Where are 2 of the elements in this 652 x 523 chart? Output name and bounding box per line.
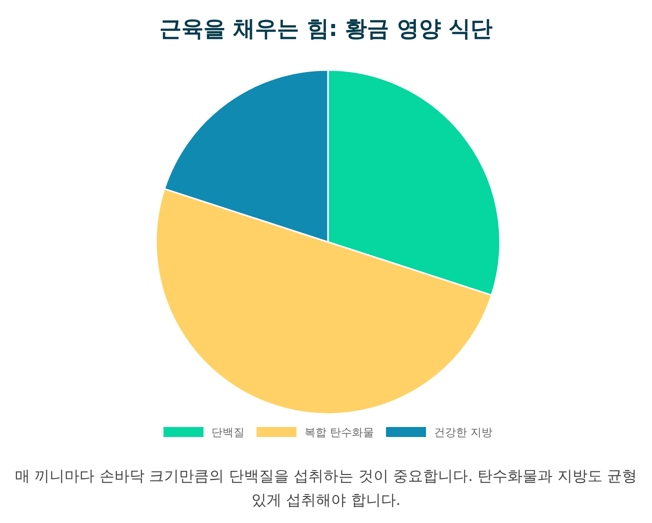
annotation: 매 끼니마다 손바닥 크기만큼의 단백질을 섭취하는 것이 중요합니다. 탄수화물과 지방도 균형 있게 섭취해야 합니다. [14,466,638,511]
title: 근육을 채우는 힘: 황금 영양 식단 [158,16,494,44]
